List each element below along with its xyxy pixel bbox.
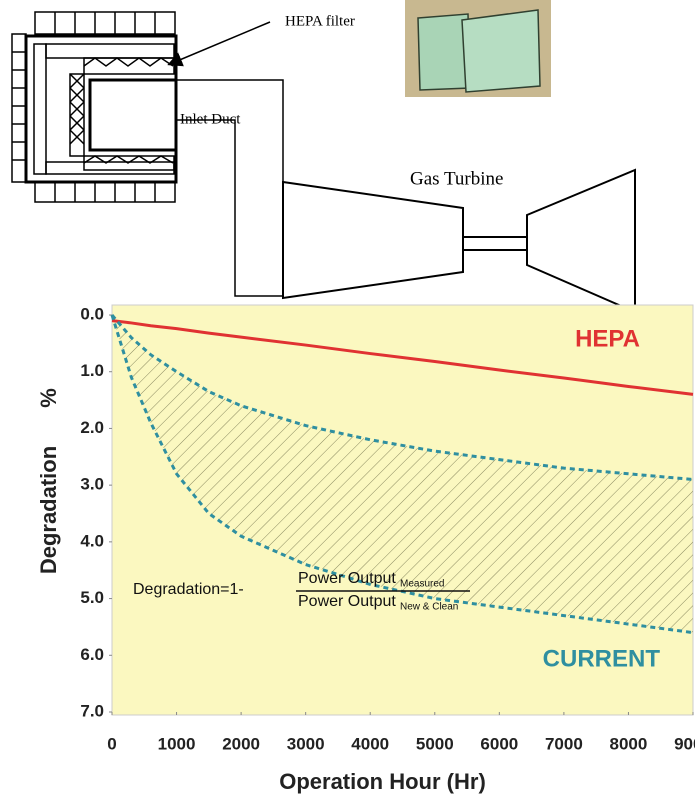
formula-denominator-sub: New & Clean: [400, 602, 458, 613]
x-tick-label: 2000: [222, 734, 260, 753]
diagram: [12, 0, 635, 312]
y-tick-label: 1.0: [80, 361, 104, 380]
turbine: [527, 170, 635, 312]
y-axis-unit: %: [36, 388, 61, 408]
y-tick-label: 0.0: [80, 304, 104, 323]
y-tick-label: 3.0: [80, 475, 104, 494]
x-axis-label: Operation Hour (Hr): [279, 769, 486, 794]
formula-numerator-sub: Measured: [400, 579, 444, 590]
y-tick-label: 5.0: [80, 588, 104, 607]
x-tick-label: 5000: [416, 734, 454, 753]
y-tick-label: 7.0: [80, 701, 104, 720]
series-label: CURRENT: [543, 645, 661, 672]
filter-house: [12, 12, 176, 202]
x-tick-label: 0: [107, 734, 116, 753]
x-tick-label: 4000: [351, 734, 389, 753]
shaft: [463, 237, 527, 250]
x-tick-label: 6000: [480, 734, 518, 753]
x-tick-label: 7000: [545, 734, 583, 753]
filter-label: HEPA filter: [285, 13, 355, 29]
duct-label: Inlet Duct: [180, 111, 241, 127]
y-tick-label: 2.0: [80, 418, 104, 437]
x-tick-label: 8000: [610, 734, 648, 753]
turbine-label: Gas Turbine: [410, 168, 503, 189]
filter-photo: [405, 0, 551, 97]
x-tick-label: 3000: [287, 734, 325, 753]
x-tick-label: 9000: [674, 734, 695, 753]
page: HEPA filter Inlet Duct Gas Turbine 0.0 1.…: [0, 0, 695, 805]
formula-lead: Degradation=1-: [133, 581, 244, 598]
chart: 0.0 1.0 2.0 3.0 4.0 5.0 6.0 7.00 1000 2000 3000 400…: [36, 304, 695, 793]
compressor: [283, 182, 463, 298]
formula-denominator: Power Output: [298, 593, 396, 610]
y-tick-label: 6.0: [80, 645, 104, 664]
pointer-line: [170, 22, 270, 64]
y-tick-label: 4.0: [80, 531, 104, 550]
x-tick-label: 1000: [158, 734, 196, 753]
formula-numerator: Power Output: [298, 570, 396, 587]
series-label: HEPA: [575, 325, 640, 352]
y-axis-label: Degradation: [36, 446, 61, 574]
